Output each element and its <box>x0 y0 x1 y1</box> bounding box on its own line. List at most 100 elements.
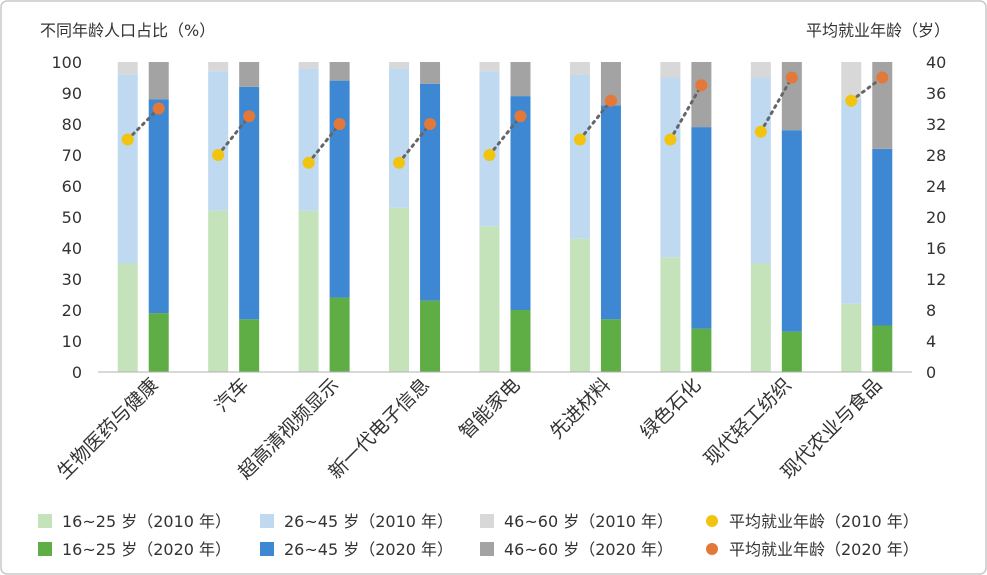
avg-age-2020-point <box>333 118 346 130</box>
legend-marker <box>706 515 718 527</box>
avg-age-2010-point <box>754 125 767 138</box>
legend-swatch <box>260 514 274 528</box>
legend-swatch <box>260 542 274 556</box>
bar-2010-46-60 <box>750 62 771 78</box>
avg-age-2010-point <box>302 156 315 169</box>
avg-age-2010-point <box>212 149 225 161</box>
bar-2010-46-60 <box>389 62 410 69</box>
avg-age-2010-point <box>393 156 406 169</box>
avg-age-connector <box>849 76 884 103</box>
right-tick-label: 20 <box>926 208 946 227</box>
bar-2010-16-25 <box>208 210 229 372</box>
bar-2010-16-25 <box>750 263 771 372</box>
bar-2010-26-45 <box>389 68 410 208</box>
bar-2020-46-60 <box>329 62 350 81</box>
left-tick-label: 80 <box>62 115 82 134</box>
bar-2020-16-25 <box>781 331 802 372</box>
legend-swatch <box>480 514 494 528</box>
bar-2020-16-25 <box>600 319 621 372</box>
avg-age-2020-point <box>424 118 437 130</box>
legend-label: 46~60 岁（2010 年） <box>504 512 673 531</box>
bar-2020-26-45 <box>239 86 260 320</box>
bar-2020-46-60 <box>420 62 441 84</box>
bar-2020-16-25 <box>329 297 350 372</box>
avg-age-connectors <box>126 76 884 165</box>
avg-age-connector <box>488 114 522 157</box>
avg-age-2010-point <box>121 133 134 146</box>
bar-2010-26-45 <box>479 71 500 227</box>
bar-2020-16-25 <box>510 310 531 372</box>
bar-2020-16-25 <box>691 328 712 372</box>
bar-2010-46-60 <box>117 62 138 75</box>
bar-2010-16-25 <box>660 257 681 372</box>
right-axis-title: 平均就业年龄（岁） <box>806 21 950 40</box>
legend-label: 26~45 岁（2020 年） <box>284 540 453 559</box>
bar-2020-46-60 <box>600 62 621 106</box>
bar-2020-26-45 <box>781 130 802 332</box>
bar-2020-46-60 <box>872 62 893 149</box>
legend-swatch <box>480 542 494 556</box>
right-tick-label: 40 <box>926 53 946 72</box>
left-tick-label: 30 <box>62 270 82 289</box>
bar-2020-26-45 <box>510 96 531 310</box>
left-tick-label: 100 <box>51 53 82 72</box>
bar-2010-46-60 <box>841 62 862 100</box>
legend: 16~25 岁（2010 年） 26~45 岁（2010 年） 46~60 岁（20… <box>38 512 919 559</box>
legend-label: 16~25 岁（2010 年） <box>62 512 231 531</box>
avg-age-2010-point <box>573 133 586 146</box>
bar-2010-46-60 <box>479 62 500 72</box>
axis-ticks: 0 10 20 30 40 50 60 70 80 90 100 0 4 8 12 16 20 24 28 32 36 4… <box>51 53 946 382</box>
legend-swatch <box>38 514 52 528</box>
bar-2020-46-60 <box>148 62 169 100</box>
legend-swatch <box>38 542 52 556</box>
left-tick-label: 50 <box>62 208 82 227</box>
left-tick-label: 90 <box>62 84 82 103</box>
bar-2010-16-25 <box>298 210 319 372</box>
avg-age-connector <box>578 99 613 141</box>
bar-2020-26-45 <box>872 148 893 326</box>
avg-age-2020-point <box>243 110 256 123</box>
avg-age-2020-point <box>604 94 617 107</box>
left-tick-label: 40 <box>62 239 82 258</box>
avg-age-2020-point <box>876 71 889 84</box>
bar-2010-26-45 <box>841 99 862 304</box>
right-tick-label: 0 <box>926 363 936 382</box>
right-tick-label: 16 <box>926 239 946 258</box>
bar-2010-16-25 <box>117 263 138 372</box>
left-tick-label: 10 <box>62 332 82 351</box>
left-tick-label: 20 <box>62 301 82 320</box>
avg-age-2010-point <box>483 149 496 161</box>
avg-age-2020-point <box>785 71 798 84</box>
bar-2010-46-60 <box>298 62 319 69</box>
avg-age-2020-point <box>152 102 165 115</box>
right-tick-label: 28 <box>926 146 946 165</box>
bar-2020-16-25 <box>420 300 441 372</box>
right-tick-label: 8 <box>926 301 936 320</box>
bar-2020-46-60 <box>510 62 531 97</box>
bar-2010-16-25 <box>389 207 410 372</box>
avg-age-connector <box>397 122 432 165</box>
bar-2020-16-25 <box>148 313 169 372</box>
bar-2010-46-60 <box>569 62 590 75</box>
bar-2010-16-25 <box>569 238 590 372</box>
bar-2010-26-45 <box>569 74 590 239</box>
right-tick-label: 24 <box>926 177 946 196</box>
bar-2010-46-60 <box>208 62 229 72</box>
right-tick-label: 4 <box>926 332 936 351</box>
bar-2020-46-60 <box>239 62 260 87</box>
bar-2010-16-25 <box>479 226 500 372</box>
legend-label: 16~25 岁（2020 年） <box>62 540 231 559</box>
bar-2020-26-45 <box>691 127 712 329</box>
avg-age-2010-point <box>664 133 677 146</box>
left-tick-label: 0 <box>72 363 82 382</box>
legend-label: 平均就业年龄（2010 年） <box>729 512 919 531</box>
right-tick-label: 32 <box>926 115 946 134</box>
bar-2010-26-45 <box>660 77 681 258</box>
bar-2020-26-45 <box>600 105 621 320</box>
bar-2010-26-45 <box>208 71 229 211</box>
avg-age-2020-point <box>514 110 527 123</box>
bar-2020-16-25 <box>872 325 893 372</box>
right-tick-label: 36 <box>926 84 946 103</box>
right-tick-label: 12 <box>926 270 946 289</box>
